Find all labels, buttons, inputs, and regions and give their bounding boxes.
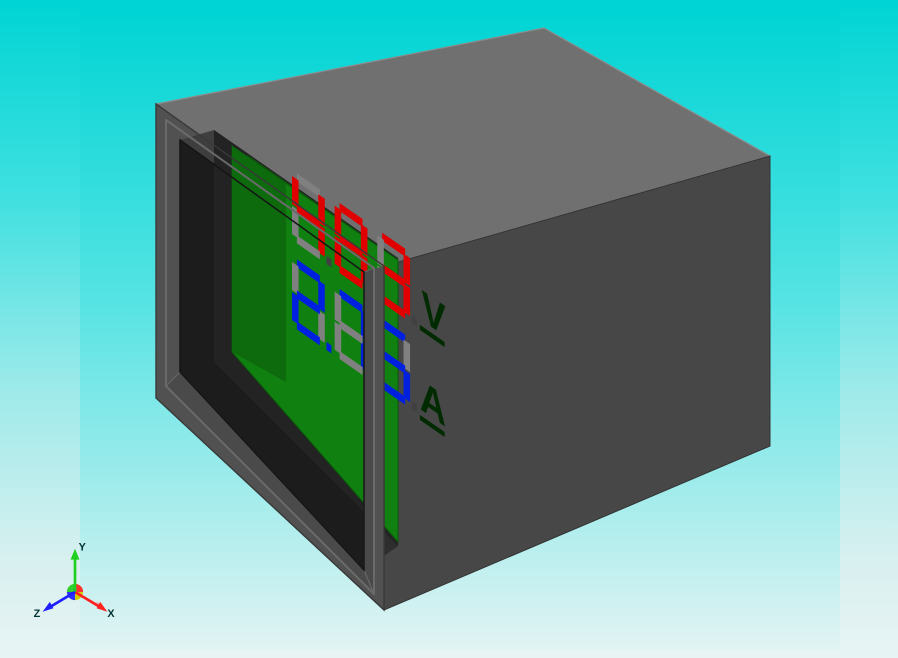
z-axis-label: Z <box>34 608 41 620</box>
z-axis: Z <box>34 592 75 620</box>
model-render: V A <box>0 0 898 658</box>
axis-gizmo[interactable]: X Y Z <box>30 538 120 628</box>
x-axis-label: X <box>107 608 115 620</box>
y-axis-label: Y <box>79 542 87 554</box>
x-axis: X <box>75 592 115 620</box>
cad-viewport[interactable]: V A <box>0 0 898 658</box>
final-model <box>80 10 840 650</box>
